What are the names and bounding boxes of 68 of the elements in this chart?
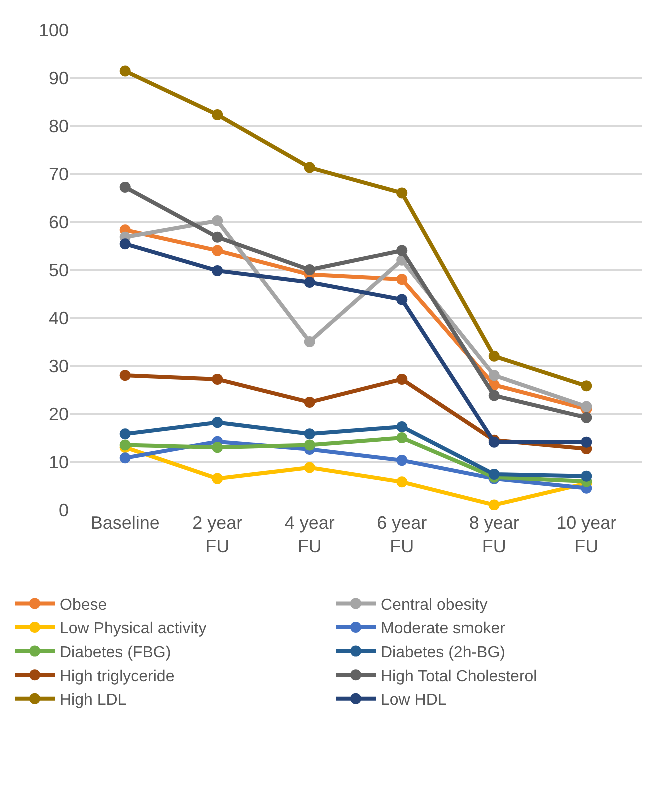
x-tick-label: 4 year FU: [284, 513, 335, 556]
point: [581, 436, 592, 448]
point: [304, 462, 316, 474]
legend-label: High LDL: [60, 692, 127, 710]
point: [396, 188, 408, 199]
y-tick-label: 50: [48, 260, 69, 280]
point: [304, 396, 316, 408]
point: [304, 336, 316, 348]
y-tick-label: 90: [48, 68, 69, 88]
point: [212, 473, 224, 484]
point: [212, 216, 224, 227]
point: [212, 374, 224, 385]
x-tick-label: 2 year FU: [192, 513, 243, 556]
point: [396, 374, 408, 385]
x-tick-label: 6 year FU: [377, 513, 428, 556]
point: [488, 390, 500, 402]
point: [488, 370, 500, 382]
x-tick-label: 10 year FU: [556, 513, 617, 556]
point: [212, 245, 224, 256]
point: [581, 401, 592, 412]
point: [304, 428, 316, 440]
y-tick-label: 80: [48, 116, 69, 136]
point: [396, 476, 408, 488]
x-tick-label: 8 year FU: [469, 513, 520, 556]
point: [304, 276, 316, 288]
legend-label: High Total Cholesterol: [381, 668, 538, 686]
point: [212, 232, 224, 243]
point: [488, 468, 500, 480]
legend-label: Diabetes (2h-BG): [381, 644, 506, 662]
point: [396, 245, 408, 256]
point: [120, 66, 131, 77]
y-tick-label: 10: [48, 452, 69, 472]
y-tick-label: 0: [58, 500, 69, 520]
legend-label: Low HDL: [381, 692, 447, 710]
x-tick-label: Baseline: [90, 513, 160, 533]
point: [212, 265, 224, 276]
point: [212, 109, 224, 120]
point: [212, 442, 224, 454]
legend-label: Central obesity: [381, 596, 488, 614]
point: [304, 264, 316, 276]
point: [120, 440, 131, 451]
point: [396, 455, 408, 466]
point: [581, 412, 592, 424]
y-tick-label: 60: [48, 212, 69, 232]
point: [304, 162, 316, 174]
point: [581, 470, 592, 482]
y-tick-label: 20: [48, 404, 69, 424]
point: [396, 432, 408, 444]
y-tick-label: 40: [48, 308, 69, 328]
point: [304, 440, 316, 451]
point: [120, 428, 131, 440]
y-tick-label: 100: [38, 20, 69, 40]
point: [396, 294, 408, 306]
point: [120, 182, 131, 193]
point: [120, 370, 131, 382]
y-tick-label: 70: [48, 164, 69, 184]
legend-label: Diabetes (FBG): [60, 644, 172, 662]
point: [396, 274, 408, 286]
point: [488, 500, 500, 510]
point: [396, 421, 408, 432]
point: [212, 417, 224, 428]
legend-label: High triglyceride: [60, 668, 175, 686]
legend-label: Obese: [60, 596, 108, 614]
point: [488, 350, 500, 362]
point: [120, 238, 131, 250]
point: [120, 452, 131, 464]
y-tick-label: 30: [48, 356, 69, 376]
point: [581, 380, 592, 392]
